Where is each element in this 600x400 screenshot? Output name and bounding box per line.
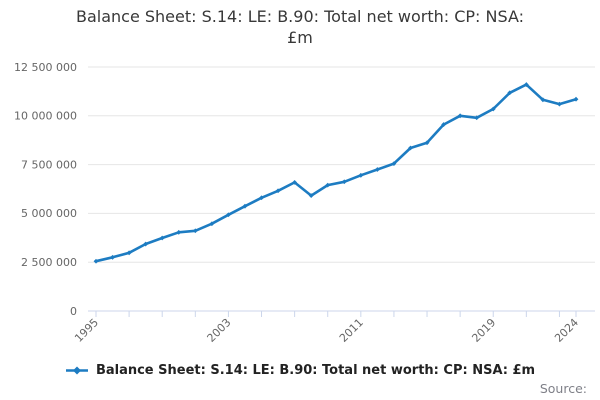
data-point-marker[interactable] bbox=[490, 106, 496, 112]
x-axis-tick-label: 2024 bbox=[552, 316, 581, 345]
chart-title-line-2: £m bbox=[287, 28, 313, 47]
series-line bbox=[94, 83, 578, 263]
data-point-marker[interactable] bbox=[159, 235, 165, 241]
chart-title-line-1: Balance Sheet: S.14: LE: B.90: Total net… bbox=[75, 7, 525, 26]
data-point-marker[interactable] bbox=[374, 167, 380, 172]
y-axis-tick-label: 10 000 000 bbox=[14, 110, 77, 123]
data-point-marker[interactable] bbox=[457, 113, 463, 119]
y-axis-tick-label: 2 500 000 bbox=[21, 256, 77, 269]
data-point-marker[interactable] bbox=[209, 221, 215, 227]
data-point-marker[interactable] bbox=[341, 179, 347, 185]
data-point-marker[interactable] bbox=[474, 115, 480, 121]
data-point-marker[interactable] bbox=[573, 96, 579, 102]
data-point-marker[interactable] bbox=[391, 161, 397, 167]
data-point-marker[interactable] bbox=[358, 172, 364, 178]
data-point-marker[interactable] bbox=[540, 97, 546, 103]
data-point-marker[interactable] bbox=[308, 193, 314, 199]
legend[interactable]: Balance Sheet: S.14: LE: B.90: Total net… bbox=[0, 363, 600, 378]
source-label: Source: bbox=[539, 381, 587, 396]
chart-title: Balance Sheet: S.14: LE: B.90: Total net… bbox=[0, 6, 600, 48]
y-axis-tick-label: 12 500 000 bbox=[14, 61, 77, 74]
data-point-marker[interactable] bbox=[242, 203, 248, 209]
data-point-marker[interactable] bbox=[557, 101, 562, 107]
data-point-marker[interactable] bbox=[143, 241, 149, 247]
x-axis-tick-label: 1995 bbox=[72, 316, 101, 345]
x-axis-tick-label: 2003 bbox=[205, 316, 234, 345]
legend-series-label[interactable]: Balance Sheet: S.14: LE: B.90: Total net… bbox=[95, 363, 536, 378]
data-point-marker[interactable] bbox=[292, 179, 298, 185]
data-point-marker[interactable] bbox=[325, 182, 331, 188]
data-point-marker[interactable] bbox=[126, 250, 132, 256]
data-point-marker[interactable] bbox=[110, 254, 115, 260]
x-axis-tick-label: 2011 bbox=[337, 316, 366, 345]
y-axis-tick-label: 0 bbox=[70, 305, 77, 318]
data-point-marker[interactable] bbox=[93, 258, 99, 264]
y-axis-tick-label: 7 500 000 bbox=[21, 158, 77, 171]
y-axis-tick-label: 5 000 000 bbox=[21, 207, 77, 220]
data-point-marker[interactable] bbox=[507, 90, 513, 96]
data-point-marker[interactable] bbox=[441, 122, 446, 127]
data-point-marker[interactable] bbox=[424, 140, 430, 146]
data-point-marker[interactable] bbox=[226, 212, 231, 218]
x-axis-tick-label: 2019 bbox=[469, 316, 498, 345]
legend-marker-icon bbox=[65, 366, 88, 375]
data-point-marker[interactable] bbox=[523, 82, 529, 87]
data-point-marker[interactable] bbox=[176, 229, 182, 235]
data-point-marker[interactable] bbox=[192, 228, 198, 234]
data-point-marker[interactable] bbox=[259, 195, 264, 201]
data-point-marker[interactable] bbox=[275, 188, 281, 194]
data-point-marker[interactable] bbox=[408, 145, 413, 151]
